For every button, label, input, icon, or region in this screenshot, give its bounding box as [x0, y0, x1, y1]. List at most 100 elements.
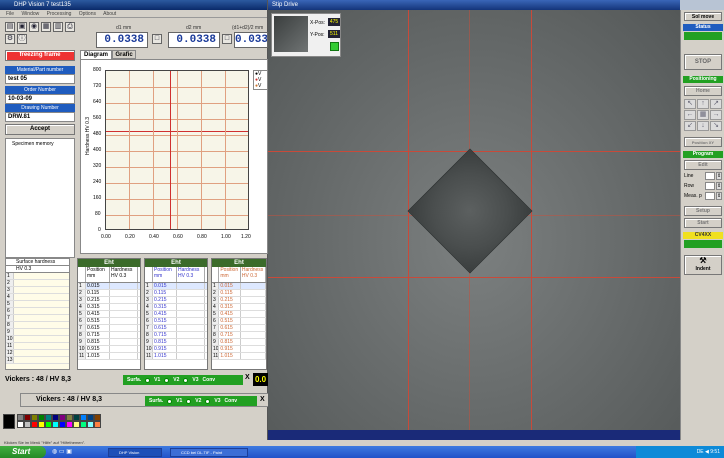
table-row[interactable]: 7 0.615	[212, 325, 266, 332]
indent-button[interactable]: ⚒ Indent	[684, 255, 722, 275]
color-swatch[interactable]	[52, 421, 59, 428]
table-row[interactable]: 9 0.815	[145, 339, 207, 346]
table-row[interactable]: 10 0.915	[212, 346, 266, 353]
reset-d1-icon[interactable]: □	[152, 34, 162, 44]
stop-button[interactable]: STOP	[684, 54, 722, 70]
save-icon[interactable]: ▣	[17, 22, 27, 32]
table-row[interactable]: 5	[6, 301, 69, 308]
table-row[interactable]: 8 0.715	[78, 332, 140, 339]
hardness-cell[interactable]	[110, 339, 138, 345]
right-arrow-icon[interactable]: →	[710, 110, 722, 120]
color-swatch[interactable]	[66, 421, 73, 428]
table-row[interactable]: 11 1.015	[78, 353, 140, 360]
hardness-cell[interactable]	[241, 297, 266, 303]
hardness-cell[interactable]	[177, 290, 205, 296]
table-row[interactable]: 6 0.515	[145, 318, 207, 325]
table-row[interactable]: 4	[6, 294, 69, 301]
print-icon[interactable]: ⎙	[65, 22, 75, 32]
series-toggle-strip[interactable]: Surfa. V1 V2 V3 Conv	[123, 375, 243, 385]
table-row[interactable]: 1 0.015	[212, 283, 266, 290]
hardness-cell[interactable]	[177, 325, 205, 331]
color-swatch[interactable]	[31, 414, 38, 421]
color-swatch[interactable]	[38, 421, 45, 428]
se-arrow-icon[interactable]: ↘	[710, 121, 722, 131]
setup-button[interactable]: Setup	[684, 206, 722, 216]
go-to-position-icon[interactable]	[330, 42, 339, 51]
hardness-cell[interactable]	[110, 311, 138, 317]
table-row[interactable]: 1	[6, 273, 69, 280]
surface-toggle[interactable]: Surfa.	[127, 377, 142, 383]
camera-icon[interactable]: ◉	[29, 22, 39, 32]
surface-hardness-table[interactable]: Surface hardness HV 0.3 1 2 3 4 5 6 7 8 9 10 11 12 1…	[5, 258, 70, 370]
hardness-cell[interactable]	[177, 353, 205, 359]
order-number-field[interactable]: 10-03-09	[5, 94, 75, 104]
v3-toggle[interactable]: V3	[214, 398, 221, 404]
hardness-cell[interactable]	[241, 290, 266, 296]
hardness-cell[interactable]	[177, 339, 205, 345]
hardness-cell[interactable]	[110, 318, 138, 324]
table-row[interactable]: 9	[6, 329, 69, 336]
position-xy-button[interactable]: Position XY	[684, 137, 722, 147]
sw-arrow-icon[interactable]: ↙	[684, 121, 696, 131]
table-row[interactable]: 10 0.915	[78, 346, 140, 353]
hardness-cell[interactable]	[241, 332, 266, 338]
table-row[interactable]: 11	[6, 343, 69, 350]
settings-icon[interactable]: ⚙	[5, 34, 15, 44]
color-swatch[interactable]	[45, 414, 52, 421]
eht-table-1[interactable]: Eht Position mm Hardness HV 0.3 1 0.015 2 0…	[77, 258, 141, 370]
live-camera-view[interactable]: X-Pos: 475 Y-Pos: 511	[268, 10, 680, 430]
close-strip-icon[interactable]: X	[245, 374, 250, 381]
surface-toggle[interactable]: Surfa.	[149, 398, 164, 404]
task-dhp-vision[interactable]: DHP Vision	[108, 448, 162, 457]
color-swatch[interactable]	[31, 421, 38, 428]
reset-d2-icon[interactable]: □	[222, 34, 232, 44]
color-swatch[interactable]	[59, 414, 66, 421]
folder-icon[interactable]: ▭	[58, 449, 65, 455]
radio-icon[interactable]	[145, 377, 151, 383]
menu-options[interactable]: Options	[78, 11, 96, 17]
ne-arrow-icon[interactable]: ↗	[710, 99, 722, 109]
line-spinner-arrows-icon[interactable]: ⇕	[716, 172, 722, 180]
hardness-cell[interactable]	[241, 353, 266, 359]
color-swatch[interactable]	[17, 414, 24, 421]
menu-about[interactable]: About	[103, 11, 117, 17]
hardness-cell[interactable]	[110, 304, 138, 310]
accept-button[interactable]: Accept	[5, 124, 75, 135]
table-row[interactable]: 3 0.215	[78, 297, 140, 304]
table-row[interactable]: 6 0.515	[212, 318, 266, 325]
hardness-cell[interactable]	[110, 353, 138, 359]
color-swatch[interactable]	[38, 414, 45, 421]
table-row[interactable]: 10	[6, 336, 69, 343]
conv-toggle[interactable]: Conv	[202, 377, 216, 383]
table-row[interactable]: 6	[6, 308, 69, 315]
table-row[interactable]: 13	[6, 357, 69, 364]
v2-toggle[interactable]: V2	[195, 398, 202, 404]
table-row[interactable]: 4 0.315	[212, 304, 266, 311]
menu-file[interactable]: File	[6, 11, 15, 17]
color-swatch[interactable]	[52, 414, 59, 421]
radio-icon[interactable]	[183, 377, 189, 383]
part-number-field[interactable]: test 05	[5, 74, 75, 84]
home-button[interactable]: Home	[684, 86, 722, 96]
hardness-cell[interactable]	[177, 304, 205, 310]
info-icon[interactable]: ⓘ	[17, 34, 27, 44]
color-swatch[interactable]	[73, 421, 80, 428]
table-row[interactable]: 8 0.715	[212, 332, 266, 339]
start-button[interactable]: Start	[0, 446, 46, 458]
hardness-cell[interactable]	[241, 339, 266, 345]
down-arrow-icon[interactable]: ↓	[697, 121, 709, 131]
drawing-number-field[interactable]: DRW.81	[5, 112, 75, 122]
hardness-cell[interactable]	[110, 346, 138, 352]
hardness-cell[interactable]	[241, 311, 266, 317]
conv-toggle[interactable]: Conv	[224, 398, 238, 404]
table-row[interactable]: 1 0.015	[78, 283, 140, 290]
table-row[interactable]: 8 0.715	[145, 332, 207, 339]
table-row[interactable]: 8	[6, 322, 69, 329]
hardness-cell[interactable]	[110, 332, 138, 338]
color-swatch[interactable]	[94, 421, 101, 428]
close-strip-icon[interactable]: X	[260, 396, 265, 403]
color-swatch[interactable]	[87, 421, 94, 428]
line-spinner[interactable]	[705, 172, 715, 180]
series-toggle-strip-secondary[interactable]: Surfa. V1 V2 V3 Conv	[145, 396, 257, 406]
table-row[interactable]: 5 0.415	[212, 311, 266, 318]
